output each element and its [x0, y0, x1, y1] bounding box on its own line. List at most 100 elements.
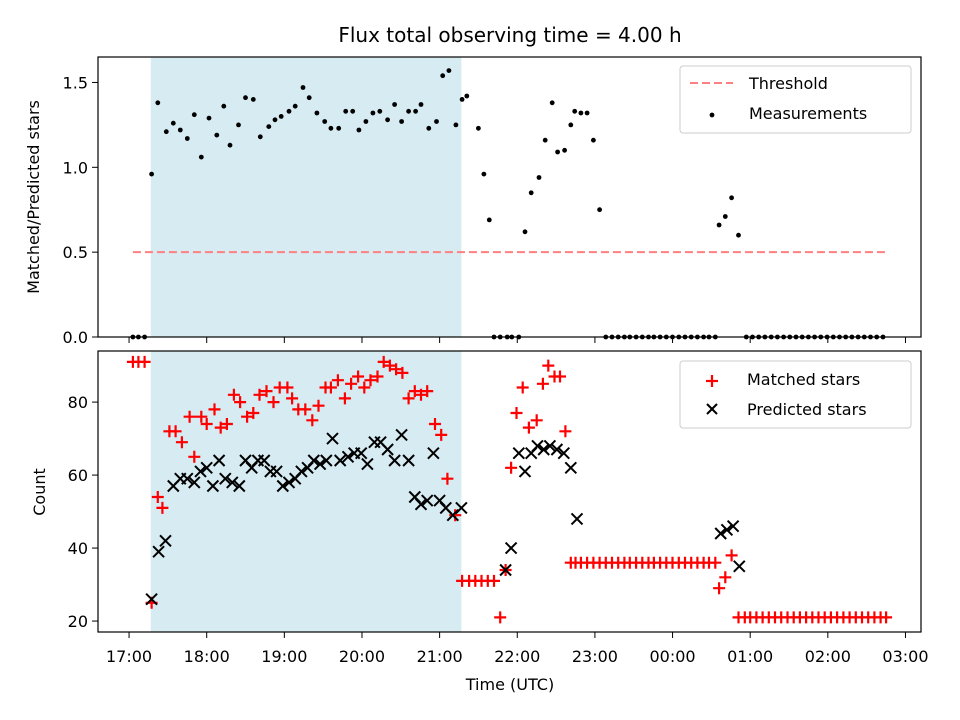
measurement-point	[177, 127, 183, 133]
measurement-point	[464, 93, 470, 99]
measurement-point	[236, 122, 241, 128]
predicted-star-point	[564, 461, 578, 475]
predicted-star-point	[395, 428, 408, 442]
predicted-star-point	[388, 454, 401, 467]
measurement-point	[542, 137, 548, 143]
ratio-y-tick-label: 0.0	[63, 328, 88, 347]
matched-star-point	[713, 582, 726, 595]
predicted-star-point	[320, 454, 333, 467]
matched-star-point	[306, 414, 319, 427]
x-tick-label: 18:00	[184, 647, 230, 666]
matched-star-point	[227, 388, 240, 401]
matched-star-point	[377, 355, 390, 368]
matched-star-point	[510, 407, 523, 419]
matched-star-point	[352, 370, 365, 383]
measurement-point	[377, 108, 383, 114]
measurement-point	[406, 108, 411, 114]
matched-star-point	[408, 385, 421, 398]
measurement-point	[736, 232, 741, 238]
measurement-point	[286, 108, 292, 114]
predicted-star-point	[194, 465, 207, 478]
measurement-point	[370, 110, 376, 116]
measurement-point	[191, 112, 197, 118]
x-tick-label: 23:00	[572, 647, 618, 666]
measurement-point	[328, 125, 334, 131]
matched-star-point	[494, 611, 507, 624]
measurement-point	[363, 119, 369, 124]
matched-star-point	[488, 574, 500, 587]
legend-measurements-label: Measurements	[749, 104, 867, 123]
measurement-point	[568, 122, 574, 128]
measurement-point	[459, 97, 465, 102]
predicted-star-point	[152, 545, 165, 558]
measurement-point	[350, 108, 356, 114]
measurement-point	[356, 127, 362, 133]
x-tick-label: 22:00	[494, 647, 540, 666]
ratio-legend: Threshold Measurements	[679, 65, 912, 134]
matched-star-point	[383, 359, 396, 372]
ratio-x-ticks	[128, 337, 906, 343]
predicted-star-point	[233, 479, 246, 493]
measurement-point	[336, 125, 342, 131]
ratio-y-ticks: 0.0 0.5 1.0 1.5	[63, 73, 98, 347]
matched-star-point	[516, 381, 529, 394]
matched-star-point	[253, 388, 266, 401]
matched-star-point	[429, 418, 441, 430]
matched-star-point	[522, 421, 535, 434]
predicted-star-point	[282, 476, 296, 489]
matched-star-point	[435, 428, 448, 441]
measurement-point	[716, 222, 722, 228]
predicted-star-point	[326, 432, 339, 445]
predicted-star-point	[518, 465, 532, 478]
matched-star-point	[390, 363, 403, 376]
matched-star-point	[169, 425, 182, 438]
predicted-star-point	[733, 560, 746, 573]
measurement-point	[250, 97, 256, 102]
measurement-point	[418, 102, 424, 107]
count-y-tick-label: 40	[68, 539, 88, 558]
predicted-star-point	[512, 446, 526, 460]
x-tick-label: 03:00	[882, 647, 928, 666]
matched-star-point	[286, 392, 299, 405]
matched-star-point	[358, 381, 371, 394]
predicted-stars-series	[145, 428, 746, 606]
matched-star-point	[559, 425, 572, 438]
matched-star-point	[156, 501, 169, 514]
predicted-star-point	[188, 476, 201, 489]
matched-star-point	[554, 370, 566, 383]
count-y-ticks: 20 40 60 80	[68, 393, 98, 631]
matched-star-point	[719, 571, 732, 584]
matched-star-point	[331, 374, 344, 387]
measurement-point	[446, 68, 452, 73]
matched-star-point	[505, 461, 518, 474]
predicted-star-point	[200, 461, 213, 475]
matched-star-point	[880, 611, 893, 624]
matched-star-point	[260, 385, 273, 398]
ratio-y-tick-label: 1.5	[63, 73, 88, 92]
x-tick-label: 01:00	[727, 647, 773, 666]
matched-star-point	[220, 418, 233, 430]
predicted-star-point	[212, 454, 226, 467]
matched-star-point	[345, 377, 358, 390]
matched-stars-series	[126, 355, 893, 624]
x-tick-label: 00:00	[649, 647, 695, 666]
measurement-point	[257, 134, 263, 140]
predicted-star-point	[354, 446, 368, 460]
count-y-tick-label: 60	[68, 466, 88, 485]
measurement-point	[536, 175, 542, 180]
measurement-point	[562, 147, 567, 153]
measurement-point	[198, 154, 204, 160]
measurement-point	[476, 125, 481, 131]
measurement-point	[572, 108, 578, 114]
measurement-point	[306, 95, 312, 101]
predicted-star-point	[557, 446, 571, 460]
predicted-star-point	[714, 527, 727, 540]
predicted-star-point	[414, 498, 428, 511]
measurement-point	[221, 103, 227, 109]
predicted-star-point	[427, 446, 440, 460]
measurement-point	[722, 214, 728, 219]
measurement-point	[343, 108, 349, 114]
count-panel-frame	[97, 350, 922, 633]
matched-star-point	[247, 407, 260, 419]
count-x-ticks: 17:00 18:00 19:00 20:00 21:00 22:00 23:00 00:00…	[106, 632, 929, 666]
